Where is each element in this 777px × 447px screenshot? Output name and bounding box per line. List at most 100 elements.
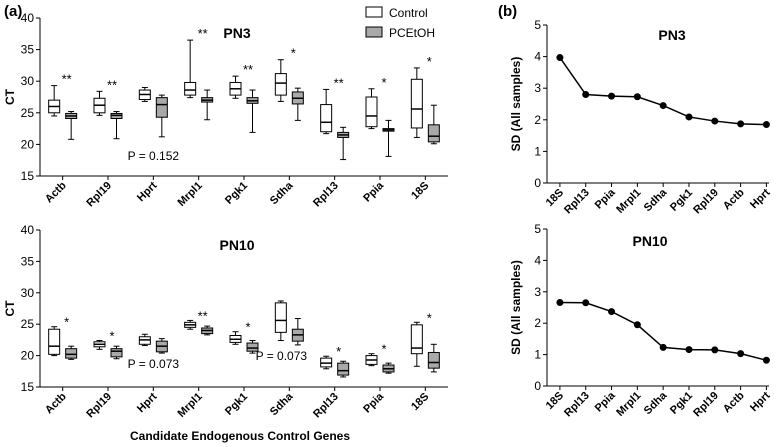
significance-marker: ** xyxy=(62,72,72,87)
y-tick-label: 40 xyxy=(21,11,35,25)
x-tick-label: Mrpl1 xyxy=(176,391,205,420)
x-tick-label: Rpl19 xyxy=(691,390,721,420)
box-treated-18s xyxy=(427,124,440,143)
sd-series-line xyxy=(559,301,767,361)
y-tick-label: 25 xyxy=(21,106,35,120)
y-tick-label: 2 xyxy=(534,316,541,330)
box-treated-rpl13 xyxy=(337,362,350,376)
sd-point-actb xyxy=(737,120,745,128)
y-tick-label: 20 xyxy=(21,137,35,151)
y-tick-label: 15 xyxy=(21,380,35,394)
significance-marker: * xyxy=(291,46,296,61)
y-axis-label: SD (All samples) xyxy=(509,260,523,355)
chart-title: PN10 xyxy=(632,233,667,249)
box-control-mrpl1 xyxy=(184,81,197,96)
legend-treated-label: PCEtOH xyxy=(389,26,435,40)
y-tick-label: 25 xyxy=(21,317,35,331)
x-tick-label: Mrpl1 xyxy=(614,187,643,216)
legend-treated-swatch xyxy=(365,26,383,38)
box-treated-actb xyxy=(65,348,78,359)
x-tick-label: Pgk1 xyxy=(223,391,250,418)
sd-series-line xyxy=(559,57,767,126)
sd-point-ppia xyxy=(608,92,616,100)
sd-point-18s xyxy=(556,54,564,62)
legend: Control PCEtOH xyxy=(365,6,435,40)
x-tick-label: Ppia xyxy=(361,390,387,416)
x-tick-label: 18S xyxy=(409,391,431,413)
sd-point-pgk1 xyxy=(685,346,693,354)
y-tick-label: 0 xyxy=(534,176,541,190)
significance-marker: * xyxy=(427,310,432,325)
x-tick-label: Sdha xyxy=(268,390,296,418)
sd-point-hprt xyxy=(762,356,770,364)
x-tick-label: Rpl13 xyxy=(311,180,341,210)
y-tick-label: 15 xyxy=(21,169,35,183)
x-tick-label: Actb xyxy=(43,179,69,205)
y-tick-label: 1 xyxy=(534,348,541,362)
box-treated-pgk1 xyxy=(246,342,259,352)
chart-title: PN3 xyxy=(223,25,250,41)
x-tick-label: Rpl13 xyxy=(562,390,592,420)
x-tick-label: Hprt xyxy=(135,179,160,204)
significance-marker: ** xyxy=(107,77,117,92)
panel-a-xlabel: Candidate Endogenous Control Genes xyxy=(130,429,350,443)
legend-control-swatch xyxy=(365,6,383,18)
y-tick-label: 4 xyxy=(534,253,541,267)
y-tick-label: 1 xyxy=(534,144,541,158)
x-tick-label: Sdha xyxy=(642,186,670,214)
p-value-annotation: P = 0.073 xyxy=(256,349,308,363)
box-treated-rpl19 xyxy=(110,348,123,358)
box-control-18s xyxy=(410,324,423,355)
y-tick-label: 30 xyxy=(21,286,35,300)
x-tick-label: Pgk1 xyxy=(668,390,695,417)
x-tick-label: Hprt xyxy=(135,390,160,415)
box-treated-18s xyxy=(427,351,440,369)
significance-marker: * xyxy=(109,329,114,344)
sd-point-actb xyxy=(737,350,745,358)
sd-point-18s xyxy=(556,298,564,306)
x-tick-label: Hprt xyxy=(748,389,773,414)
x-tick-label: Rpl19 xyxy=(691,187,721,217)
sd-point-rpl13 xyxy=(582,91,590,99)
y-tick-label: 20 xyxy=(21,349,35,363)
y-axis-label: CT xyxy=(3,88,17,105)
y-tick-label: 30 xyxy=(21,74,35,88)
x-tick-label: Sdha xyxy=(642,389,670,417)
x-tick-label: Pgk1 xyxy=(223,180,250,207)
box-treated-hprt xyxy=(155,97,168,118)
x-tick-label: Rpl19 xyxy=(84,180,114,210)
sd-point-mrpl1 xyxy=(633,321,641,329)
x-tick-label: 18S xyxy=(544,390,566,412)
chart-title: PN3 xyxy=(658,27,685,43)
x-tick-label: 18S xyxy=(409,180,431,202)
x-tick-label: Pgk1 xyxy=(668,187,695,214)
y-tick-label: 0 xyxy=(534,379,541,393)
box-control-sdha xyxy=(274,302,287,333)
x-tick-label: Hprt xyxy=(748,186,773,211)
x-tick-label: Actb xyxy=(43,390,69,416)
box-control-rpl13 xyxy=(320,104,333,133)
y-tick-label: 3 xyxy=(534,81,541,95)
p-value-annotation: P = 0.073 xyxy=(128,357,180,371)
panel-a-label: (a) xyxy=(4,3,22,20)
x-tick-label: Rpl19 xyxy=(84,391,114,421)
y-tick-label: 4 xyxy=(534,50,541,64)
y-tick-label: 5 xyxy=(534,222,541,236)
sd-point-sdha xyxy=(659,102,667,110)
significance-marker: * xyxy=(336,344,341,359)
sd-point-rpl13 xyxy=(582,299,590,307)
sd-point-sdha xyxy=(659,343,667,351)
x-tick-label: Actb xyxy=(721,389,747,415)
legend-control-label: Control xyxy=(389,6,428,20)
box-control-sdha xyxy=(274,73,287,96)
significance-marker: ** xyxy=(198,26,208,41)
x-tick-label: Mrpl1 xyxy=(614,390,643,419)
box-control-actb xyxy=(48,328,61,355)
significance-marker: * xyxy=(427,54,432,69)
sd-point-rpl19 xyxy=(711,346,719,354)
y-tick-label: 40 xyxy=(21,223,35,237)
